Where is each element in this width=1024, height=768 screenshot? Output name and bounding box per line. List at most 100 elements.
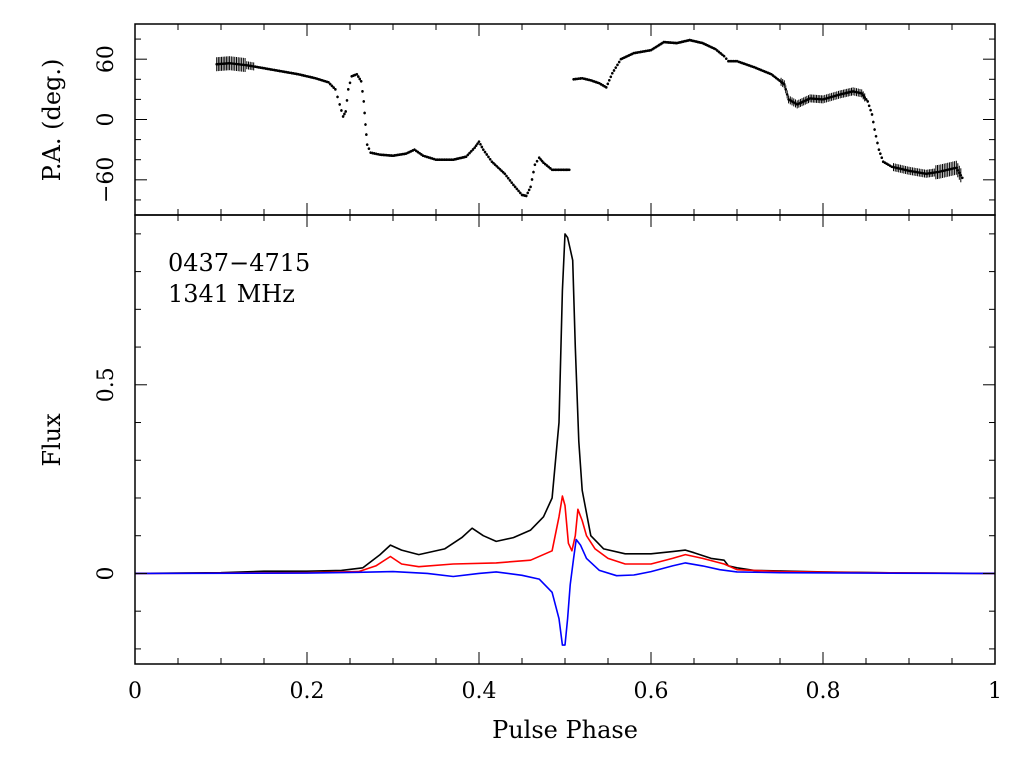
pa-point bbox=[785, 93, 789, 96]
pa-point bbox=[515, 187, 519, 191]
pa-point bbox=[487, 155, 490, 159]
pa-point bbox=[361, 90, 364, 93]
pa-point bbox=[334, 88, 337, 91]
pa-point bbox=[474, 144, 478, 147]
linear-polarization-line bbox=[134, 495, 996, 575]
pa-point bbox=[612, 69, 616, 72]
bottom-y-tick-label: 0 bbox=[94, 566, 119, 580]
pa-point bbox=[783, 83, 786, 86]
pa-point bbox=[955, 166, 958, 170]
pa-point bbox=[365, 143, 369, 146]
pa-point bbox=[606, 82, 610, 86]
pa-point bbox=[477, 140, 481, 143]
top-y-axis-label: P.A. (deg.) bbox=[38, 59, 66, 182]
flux-panel bbox=[134, 233, 996, 646]
pa-point bbox=[359, 80, 363, 83]
pa-point bbox=[344, 110, 348, 113]
pa-point bbox=[346, 88, 350, 91]
pa-point bbox=[513, 185, 517, 189]
pa-point bbox=[527, 188, 531, 192]
pa-point bbox=[784, 88, 788, 91]
pa-point bbox=[357, 75, 360, 78]
pa-point bbox=[873, 128, 876, 131]
top-panel-frame bbox=[134, 23, 996, 216]
pa-point bbox=[473, 146, 477, 149]
x-tick-label: 0 bbox=[128, 679, 142, 704]
pa-point bbox=[719, 52, 722, 55]
pa-point bbox=[517, 189, 520, 193]
top-y-tick-label: −60 bbox=[94, 157, 119, 203]
pa-point bbox=[714, 47, 717, 51]
bottom-y-axis-label: Flux bbox=[38, 413, 66, 467]
position-angle-panel bbox=[215, 38, 964, 198]
pa-point bbox=[479, 142, 482, 146]
pa-point bbox=[363, 111, 366, 115]
pa-point bbox=[958, 171, 961, 175]
pa-point bbox=[338, 103, 341, 106]
total-intensity-line bbox=[134, 233, 996, 575]
pa-point bbox=[876, 141, 879, 145]
x-axis-label: Pulse Phase bbox=[492, 716, 638, 744]
bottom-y-tick-label: 0.5 bbox=[94, 367, 119, 402]
pa-point bbox=[505, 174, 508, 178]
pa-point bbox=[525, 194, 528, 198]
pa-point bbox=[358, 77, 362, 81]
pa-point bbox=[864, 98, 868, 101]
pa-point bbox=[549, 167, 552, 170]
pa-point bbox=[365, 133, 368, 136]
pa-point bbox=[506, 176, 510, 180]
pa-point bbox=[879, 152, 882, 155]
pa-point bbox=[471, 148, 475, 151]
pa-point bbox=[328, 82, 332, 86]
pa-point bbox=[722, 54, 726, 58]
pa-point bbox=[874, 134, 878, 138]
pa-point bbox=[721, 53, 724, 57]
pa-point bbox=[530, 178, 534, 181]
top-y-tick-label: 0 bbox=[94, 113, 119, 127]
x-tick-label: 0.4 bbox=[462, 679, 497, 704]
pa-point bbox=[466, 153, 470, 157]
pa-point bbox=[877, 148, 881, 151]
pa-point bbox=[340, 109, 343, 112]
pa-point bbox=[529, 185, 532, 189]
chart-text: P.A. (deg.) Flux Pulse Phase 0437−4715 1… bbox=[38, 59, 638, 744]
pa-point bbox=[872, 120, 875, 124]
pa-point bbox=[485, 153, 489, 156]
pa-point bbox=[364, 123, 367, 126]
pa-point bbox=[332, 86, 335, 89]
pa-point bbox=[533, 163, 537, 167]
pa-point bbox=[863, 96, 867, 99]
pa-point bbox=[959, 173, 963, 177]
pa-point bbox=[343, 112, 346, 116]
pa-point bbox=[861, 94, 865, 97]
pa-point bbox=[348, 81, 352, 85]
pa-point bbox=[476, 142, 479, 145]
pa-point bbox=[535, 159, 539, 163]
pa-point bbox=[532, 170, 535, 174]
pa-point bbox=[545, 164, 549, 167]
pa-point bbox=[482, 148, 485, 151]
pa-point bbox=[866, 100, 870, 103]
pa-point bbox=[345, 99, 349, 102]
pa-point bbox=[547, 165, 550, 169]
pa-point bbox=[869, 108, 872, 112]
pa-point bbox=[860, 92, 863, 95]
pa-point bbox=[961, 176, 964, 180]
pa-point bbox=[488, 158, 492, 161]
pa-point bbox=[480, 145, 484, 149]
pa-point bbox=[355, 72, 359, 76]
pa-point bbox=[870, 113, 874, 116]
x-tick-label: 0.6 bbox=[634, 679, 669, 704]
pa-point bbox=[715, 49, 719, 52]
pa-point bbox=[607, 78, 611, 82]
pa-point bbox=[367, 147, 371, 150]
x-tick-label: 1 bbox=[988, 679, 1002, 704]
panel-frames: 0 0.2 0.4 0.6 0.8 1 −60 0 60 0 0.5 bbox=[94, 23, 1002, 704]
pa-point bbox=[512, 183, 515, 187]
pa-point bbox=[724, 57, 728, 60]
circular-polarization-line bbox=[134, 538, 996, 646]
pa-point bbox=[956, 168, 960, 172]
pa-point bbox=[483, 150, 487, 154]
pa-point bbox=[464, 155, 468, 158]
